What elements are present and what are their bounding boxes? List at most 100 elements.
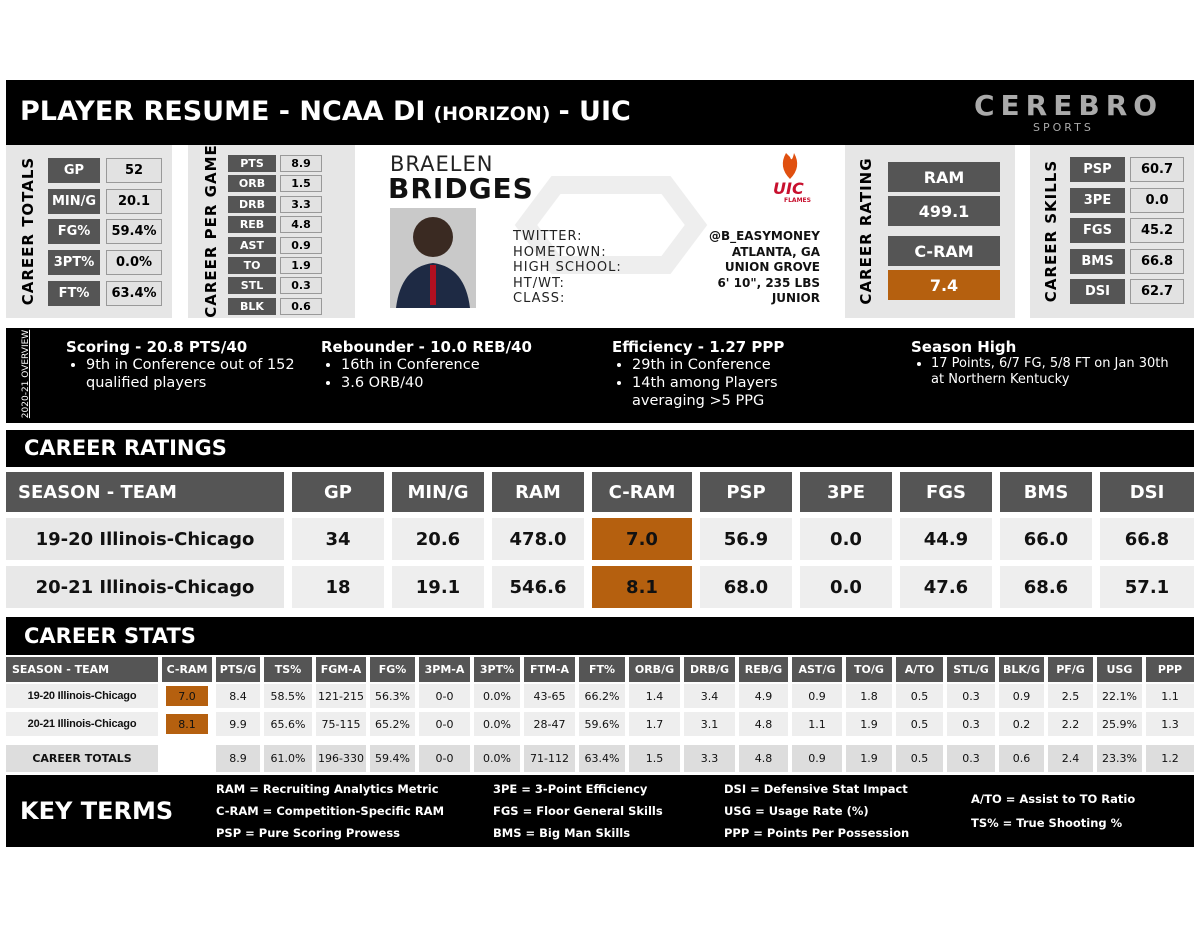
rating-cell: 19.1 <box>392 566 484 608</box>
field-label: HIGH SCHOOL: <box>513 260 622 275</box>
stats-cell: 22.1% <box>1097 684 1142 708</box>
key-term: A/TO = Assist to TO Ratio <box>971 792 1136 806</box>
stats-cell: 56.3% <box>370 684 415 708</box>
stats-cell: 28-47 <box>524 712 575 736</box>
stats-header: SEASON - TEAM <box>6 657 158 682</box>
totals-cell: 196-330 <box>316 745 366 772</box>
stats-cell: 0.5 <box>896 712 943 736</box>
stats-cell: 0-0 <box>419 684 470 708</box>
overview-item: Efficiency - 1.27 PPP29th in Conference1… <box>612 338 852 410</box>
rating-cell: 18 <box>292 566 384 608</box>
stat-label: GP <box>48 158 100 183</box>
stats-cell: 65.2% <box>370 712 415 736</box>
card-decoration <box>390 153 798 308</box>
stat-value: 59.4% <box>106 219 162 245</box>
rating-cell: 20.6 <box>392 518 484 560</box>
totals-cell: 3.3 <box>684 745 735 772</box>
stat-label: 3PE <box>1070 187 1125 213</box>
stat-value: 66.8 <box>1130 248 1184 274</box>
section-title: CAREER RATINGS <box>24 436 227 460</box>
stats-header: STL/G <box>947 657 995 682</box>
stats-cell: 1.3 <box>1146 712 1194 736</box>
stat-value: 62.7 <box>1130 279 1184 304</box>
overview-item: Rebounder - 10.0 REB/4016th in Conferenc… <box>321 338 561 392</box>
brand: CEREBRO <box>974 89 1164 122</box>
rating-header: 3PE <box>800 472 892 512</box>
stat-label: FG% <box>48 219 100 245</box>
stat-value: 0.0% <box>106 250 162 276</box>
totals-cell: 61.0% <box>264 745 312 772</box>
key-term: PSP = Pure Scoring Prowess <box>216 826 401 840</box>
stats-cell: 0.3 <box>947 684 995 708</box>
rating-cell: 19-20 Illinois-Chicago <box>6 518 284 560</box>
stats-cell: 0.0% <box>474 684 520 708</box>
stats-cell: 1.7 <box>629 712 680 736</box>
stats-header: TS% <box>264 657 312 682</box>
totals-cell: 23.3% <box>1097 745 1142 772</box>
totals-cell: 0-0 <box>419 745 470 772</box>
totals-cell: 1.2 <box>1146 745 1194 772</box>
stat-label: BMS <box>1070 248 1125 274</box>
rating-header: MIN/G <box>392 472 484 512</box>
stats-header: PTS/G <box>216 657 260 682</box>
stat-label: MIN/G <box>48 188 100 214</box>
rating-header: RAM <box>492 472 584 512</box>
totals-cell: 4.8 <box>739 745 788 772</box>
stats-cell: 121-215 <box>316 684 366 708</box>
totals-cell: 0.9 <box>792 745 842 772</box>
stats-cell: 0.2 <box>999 712 1044 736</box>
panel-label: CAREER RATING <box>857 157 875 305</box>
stats-cell: 25.9% <box>1097 712 1142 736</box>
stat-label: AST <box>228 236 276 254</box>
stats-cell: 9.9 <box>216 712 260 736</box>
stats-cell: 1.4 <box>629 684 680 708</box>
stats-cell: 1.1 <box>792 712 842 736</box>
stat-value: 45.2 <box>1130 218 1184 243</box>
field-value: JUNIOR <box>771 291 820 305</box>
stats-cell: 0.9 <box>999 684 1044 708</box>
rating-cell: 68.0 <box>700 566 792 608</box>
overview-bullet: 16th in Conference <box>341 356 561 374</box>
overview-list: 16th in Conference3.6 ORB/40 <box>321 356 561 392</box>
rating-cell: 57.1 <box>1100 566 1194 608</box>
stat-label: DSI <box>1070 279 1125 304</box>
rating-box: C-RAM <box>888 236 1000 266</box>
totals-cell: 0.0% <box>474 745 520 772</box>
overview-bullet: 17 Points, 6/7 FG, 5/8 FT on Jan 30th at… <box>931 356 1181 389</box>
field-value: UNION GROVE <box>724 260 820 274</box>
totals-cell: 8.9 <box>216 745 260 772</box>
overview-label: 2020-21 OVERVIEW <box>21 329 31 419</box>
key-term: TS% = True Shooting % <box>971 816 1123 830</box>
rating-box: 499.1 <box>888 196 1000 226</box>
stat-label: ORB <box>228 175 276 193</box>
stats-cell: 8.1 <box>166 714 208 734</box>
rating-cell: 44.9 <box>900 518 992 560</box>
totals-cell: 59.4% <box>370 745 415 772</box>
stats-cell: 0-0 <box>419 712 470 736</box>
rating-cell: 0.0 <box>800 566 892 608</box>
rating-cell: 20-21 Illinois-Chicago <box>6 566 284 608</box>
rating-cell: 546.6 <box>492 566 584 608</box>
stat-value: 4.8 <box>280 216 322 234</box>
totals-cell: 2.4 <box>1048 745 1093 772</box>
key-term: DSI = Defensive Stat Impact <box>724 782 908 796</box>
stat-label: STL <box>228 277 276 295</box>
stats-cell: 3.1 <box>684 712 735 736</box>
rating-box: RAM <box>888 162 1000 192</box>
stats-cell: 4.9 <box>739 684 788 708</box>
field-label: HT/WT: <box>513 275 565 291</box>
stats-header: C-RAM <box>162 657 212 682</box>
overview-item: Season High17 Points, 6/7 FG, 5/8 FT on … <box>911 338 1181 389</box>
team-logo: UIC <box>773 179 804 198</box>
stat-label: 3PT% <box>48 250 100 276</box>
stats-cell: 1.8 <box>846 684 892 708</box>
stat-label: FT% <box>48 280 100 306</box>
key-term: BMS = Big Man Skills <box>493 826 631 840</box>
stat-value: 60.7 <box>1130 157 1184 182</box>
header-bar: PLAYER RESUME - NCAA DI (HORIZON) - UIC CER… <box>6 80 1194 145</box>
stat-label: PTS <box>228 155 276 172</box>
stats-cell: 66.2% <box>579 684 625 708</box>
stat-value: 20.1 <box>106 188 162 214</box>
rating-cell: 7.0 <box>592 518 692 560</box>
